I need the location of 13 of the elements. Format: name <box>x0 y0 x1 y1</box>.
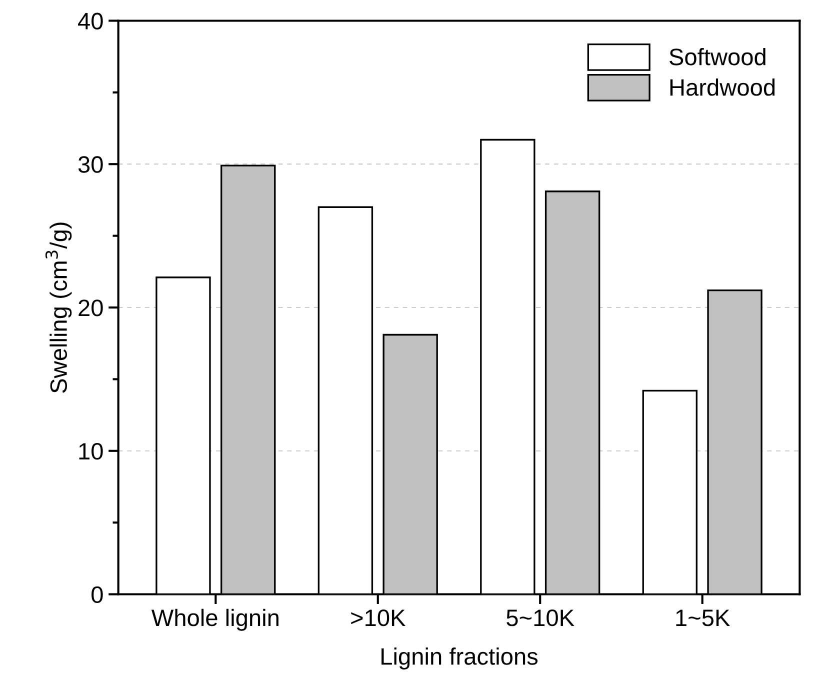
y-tick-label: 30 <box>78 156 103 173</box>
legend-label: Hardwood <box>670 78 775 96</box>
y-tick-label: 40 <box>78 12 103 30</box>
y-axis-title: Swelling (cm$^{3}$/g) <box>45 222 72 393</box>
y-tick-label: 10 <box>79 442 103 460</box>
x-tick-label: Whole lignin <box>151 608 278 631</box>
y-tick-label: 20 <box>78 300 103 316</box>
x-tick-label: 5~10K <box>506 609 574 626</box>
legend-label: Softwood <box>670 48 766 66</box>
x-axis-title: Lignin fractions <box>382 648 538 670</box>
x-tick-label: 1~5K <box>676 610 730 626</box>
x-tick-label: >10K <box>351 609 406 626</box>
y-tick-label: 0 <box>92 586 103 604</box>
